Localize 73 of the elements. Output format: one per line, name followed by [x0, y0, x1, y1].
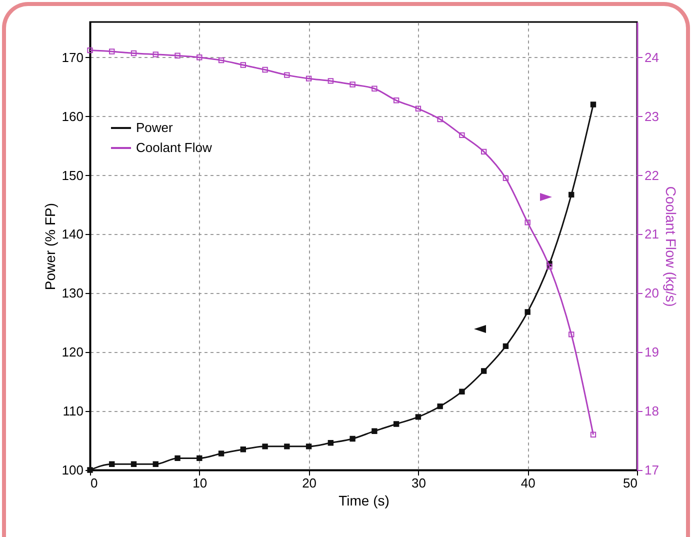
- point: [196, 54, 202, 60]
- point: [437, 403, 443, 410]
- point: [130, 50, 137, 56]
- point: [218, 57, 224, 64]
- point: [415, 414, 422, 420]
- point: [590, 102, 596, 108]
- point: [130, 461, 137, 467]
- point: [480, 368, 487, 374]
- point: [306, 76, 312, 82]
- x-tick-label: 30: [411, 476, 426, 490]
- point: [459, 388, 465, 394]
- point: [393, 98, 400, 104]
- y2-tick-label: 18: [644, 404, 659, 419]
- point: [196, 455, 202, 462]
- y2-tick-label: 22: [644, 168, 659, 183]
- point: [502, 343, 509, 350]
- x-tick-label: 50: [623, 476, 638, 490]
- point: [174, 455, 180, 462]
- y2-tick-label: 23: [644, 108, 659, 124]
- point: [240, 62, 246, 68]
- x-tick-label: 10: [192, 476, 208, 490]
- point: [350, 436, 356, 442]
- x-tick-label: 20: [302, 476, 317, 490]
- point: [590, 432, 596, 438]
- y-tick-label: 150: [62, 168, 84, 183]
- point: [437, 116, 443, 122]
- x-tick-label: 0: [90, 476, 98, 490]
- point: [240, 446, 246, 452]
- point: [480, 148, 487, 155]
- y2-tick-label: 21: [644, 226, 659, 242]
- point: [372, 428, 378, 434]
- y2-tick-label: 20: [644, 286, 659, 301]
- y-tick-label: 140: [62, 226, 84, 242]
- point: [328, 440, 334, 446]
- y-axis-title: Power (% FP): [42, 202, 58, 290]
- y2-tick-label: 17: [644, 462, 659, 478]
- point: [372, 86, 378, 92]
- y-tick-label: 100: [62, 462, 84, 478]
- point: [306, 444, 312, 450]
- point: [262, 66, 268, 73]
- point: [328, 78, 334, 84]
- y-tick-label: 120: [62, 344, 84, 360]
- point: [502, 175, 509, 182]
- legend-label: Coolant Flow: [136, 140, 212, 155]
- legend-label: Power: [136, 120, 174, 135]
- point: [262, 444, 268, 450]
- y-tick-label: 160: [62, 108, 84, 124]
- point: [524, 220, 530, 226]
- point: [568, 192, 574, 198]
- point: [284, 72, 290, 78]
- point: [174, 52, 180, 58]
- point: [87, 47, 93, 54]
- point: [284, 444, 290, 450]
- point: [568, 332, 574, 338]
- x-tick-label: 40: [520, 476, 536, 490]
- x-axis-title: Time (s): [338, 492, 390, 508]
- point: [152, 461, 158, 467]
- y-tick-label: 170: [62, 50, 84, 65]
- y2-axis-title: Coolant Flow (kg/s): [662, 186, 679, 307]
- y-tick-label: 110: [62, 404, 84, 419]
- point: [415, 106, 422, 112]
- y2-tick-label: 24: [644, 50, 659, 65]
- point: [109, 461, 115, 467]
- y2-tick-label: 19: [644, 344, 659, 360]
- point: [218, 450, 224, 456]
- y-tick-label: 130: [62, 286, 84, 301]
- point: [459, 132, 465, 138]
- point: [393, 421, 400, 427]
- point: [546, 264, 552, 270]
- point: [524, 309, 530, 315]
- point: [350, 82, 356, 88]
- point: [152, 52, 158, 58]
- point: [109, 48, 115, 54]
